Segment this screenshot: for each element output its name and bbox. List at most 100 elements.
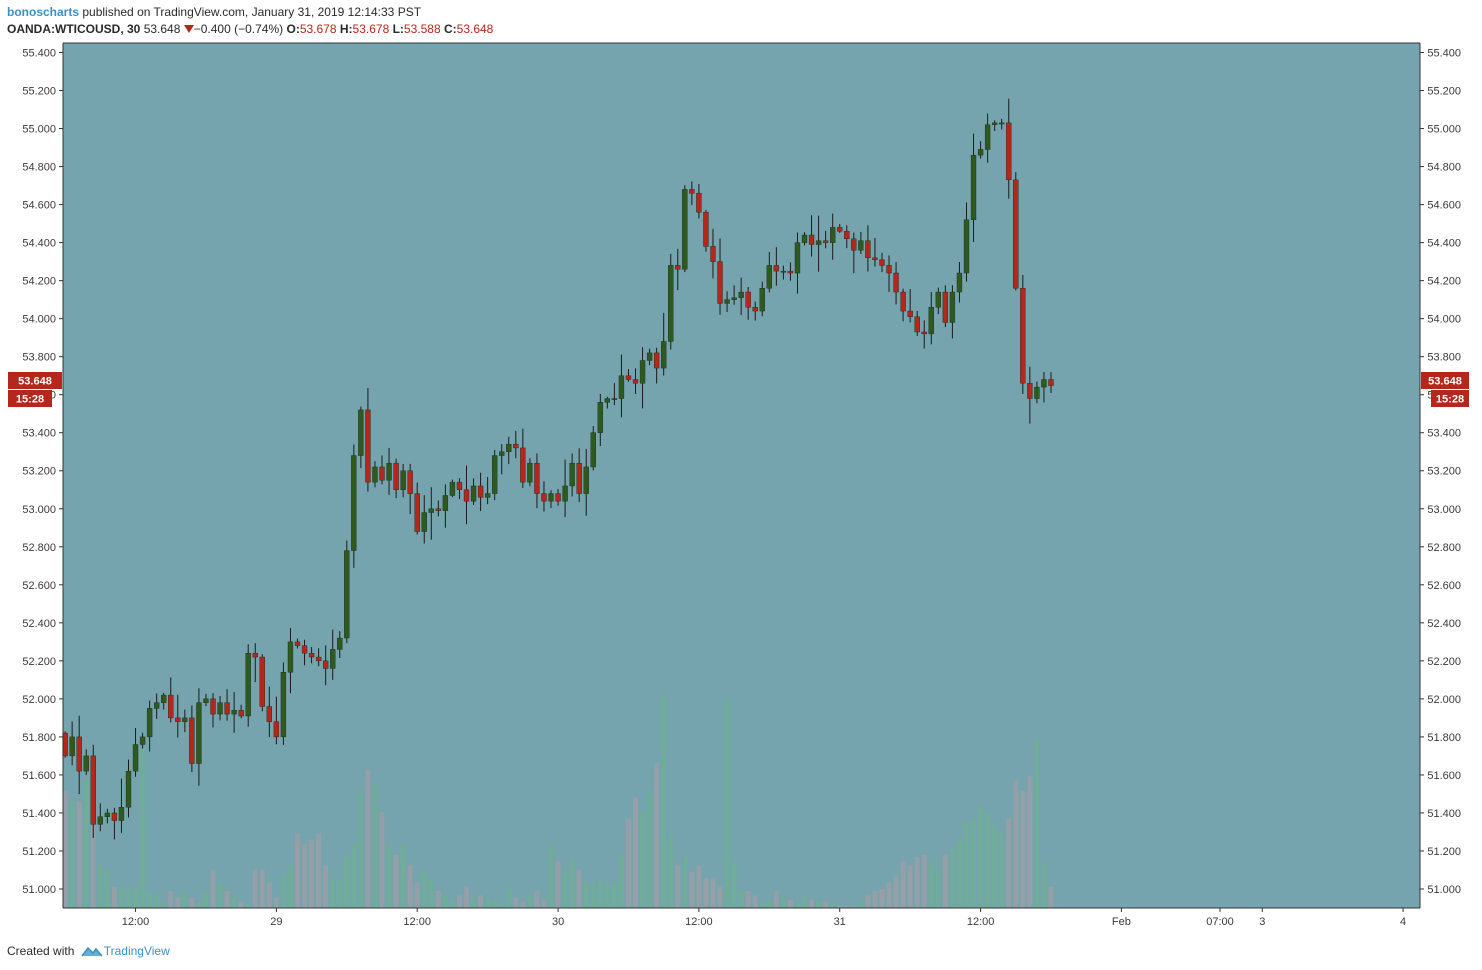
candle-body [421,512,427,532]
volume-bar [224,890,230,908]
volume-bar [597,878,603,908]
candle-body [301,645,308,654]
candle [710,228,716,279]
volume-bar [464,886,469,908]
x-tick-label: 12:00 [122,916,150,928]
candle [808,215,815,257]
candle [421,495,427,544]
volume-bar [330,878,336,908]
candle [900,288,906,322]
candle [118,778,125,833]
volume-bar [809,899,815,908]
candle-body [245,653,251,717]
candle-body [238,710,244,717]
volume-bar [802,895,807,908]
candle-body [69,736,75,757]
volume-bar [773,890,779,908]
price-chart[interactable]: 51.000 51.000 51.200 51.200 51.400 51.400 51.6… [0,0,1482,940]
high-label: H: [339,22,353,36]
y-tick-label-left: 53.400 [22,428,56,440]
candle [780,265,787,280]
volume-bar [928,861,934,908]
y-tick-label-left: 53.800 [22,352,56,364]
candle [337,631,343,659]
candle-body [780,270,787,273]
volume-bar [76,801,82,908]
volume-bar [766,899,772,908]
candle [653,347,660,384]
volume-bar [921,854,927,908]
candle-body [611,398,618,400]
candle [992,120,998,132]
volume-bar [914,856,920,908]
volume-bar [400,844,406,908]
candle [597,393,603,447]
volume-bar [999,833,1005,908]
author-name[interactable]: bonoscharts [7,5,80,19]
candle [351,444,357,568]
candle [879,252,885,273]
candle-body [1020,288,1026,384]
y-tick-label-left: 51.400 [22,808,56,820]
volume-bar [823,901,829,908]
candle-body [428,508,434,513]
y-tick-label-right: 52.000 [1427,694,1461,706]
y-tick-label-left: 51.600 [22,770,56,782]
candle [323,645,329,686]
candle [534,453,540,509]
candle-body [942,291,949,323]
candle-body [224,702,230,715]
candle [153,693,160,719]
volume-bar [879,888,885,908]
volume-bar [435,890,441,908]
y-tick-label-right: 55.000 [1427,124,1461,136]
y-tick-label-right: 52.200 [1427,656,1461,668]
candle [745,286,751,320]
volume-bar [985,812,991,908]
volume-bar [133,886,138,908]
candle-body [555,493,561,502]
candle [513,430,519,459]
candle [294,638,301,649]
volume-bar [1020,790,1026,908]
candle-body [153,702,160,709]
candle [576,448,582,503]
candle-body [182,717,188,722]
candle [949,285,956,339]
y-tick-label-right: 54.200 [1427,276,1461,288]
volume-bar [626,818,631,908]
candle [259,654,265,712]
tradingview-brand[interactable]: TradingView [103,944,170,958]
volume-bar [126,888,131,908]
x-tick-label: 12:00 [685,916,713,928]
volume-bar [604,882,610,908]
candle-body [618,375,625,399]
volume-bar [238,901,244,908]
candle-body [576,462,582,494]
chart-plot-area[interactable] [63,43,1420,908]
candle-body [752,307,758,312]
volume-bar [562,869,568,908]
volume-bar [273,897,279,908]
volume-bar [851,905,857,908]
candle [541,481,547,512]
price-tag-left-bg [8,372,62,389]
candle [492,449,498,501]
candle [625,369,632,382]
candle [1013,172,1019,291]
y-tick-label-right: 53.800 [1427,352,1461,364]
candle [963,202,970,282]
volume-bar [302,844,308,908]
countdown-tag-left-bg [8,390,52,407]
candle [132,727,139,777]
candle-body [435,508,442,511]
candle-body [879,259,885,266]
candle [315,648,322,667]
volume-bar [717,886,723,908]
volume-bar [1013,780,1019,908]
candle [161,692,167,710]
volume-bar [1034,737,1040,908]
volume-bar [633,797,638,908]
volume-bar [682,854,688,908]
candle-body [315,656,322,662]
